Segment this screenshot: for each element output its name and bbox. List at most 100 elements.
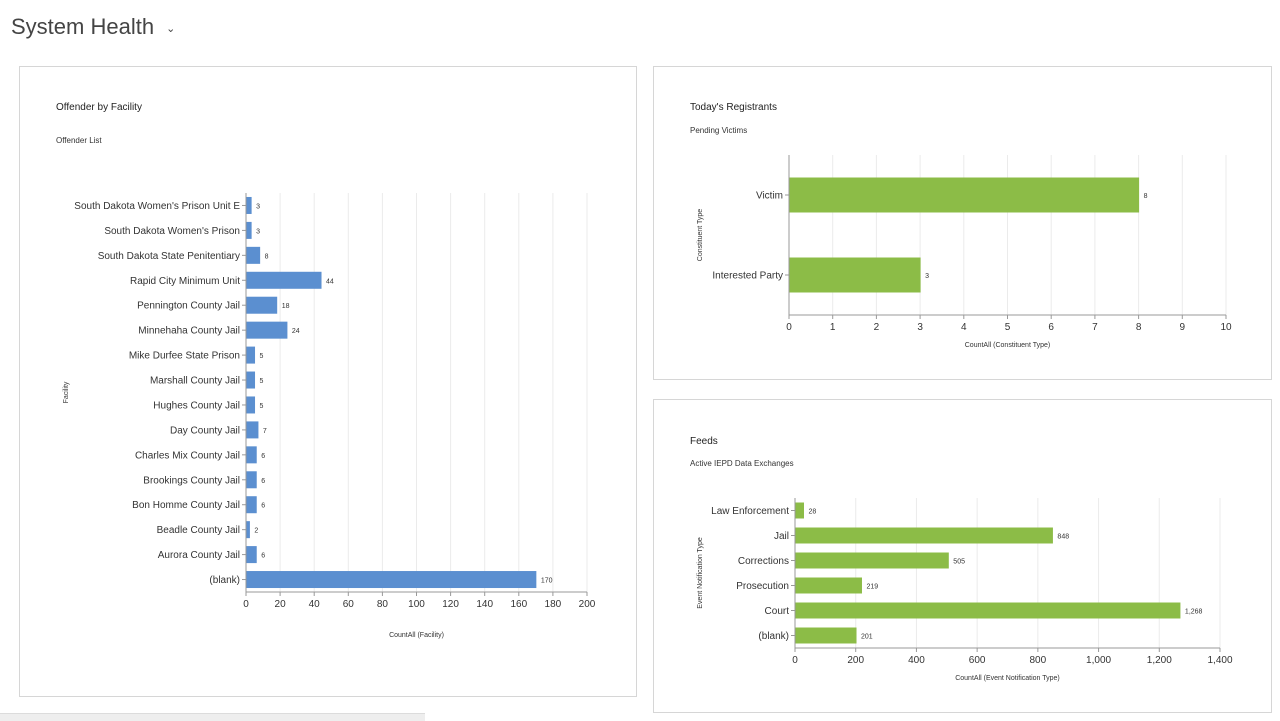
category-label: Pennington County Jail bbox=[137, 301, 240, 312]
chart-title: Today's Registrants bbox=[690, 102, 777, 113]
bar bbox=[246, 321, 288, 339]
bar bbox=[795, 602, 1181, 619]
bar bbox=[246, 296, 278, 314]
todays-registrants-chart[interactable]: 0 1 2 3 4 5 6 7 8 9 10 Victim 8 Interested Party 3 Coun… bbox=[654, 67, 1271, 379]
x-tick-label: 40 bbox=[309, 599, 321, 610]
x-tick-label: 120 bbox=[442, 599, 459, 610]
value-label: 6 bbox=[261, 478, 265, 485]
value-label: 5 bbox=[260, 403, 264, 410]
value-label: 44 bbox=[326, 278, 334, 285]
x-tick-label: 80 bbox=[377, 599, 389, 610]
x-tick-label: 400 bbox=[908, 655, 925, 666]
x-tick-label: 200 bbox=[579, 599, 596, 610]
x-tick-label: 8 bbox=[1136, 322, 1142, 333]
x-tick-label: 9 bbox=[1180, 322, 1186, 333]
chart-subtitle: Active IEPD Data Exchanges bbox=[690, 459, 794, 468]
x-tick-label: 10 bbox=[1220, 322, 1232, 333]
x-tick-label: 1,400 bbox=[1207, 655, 1232, 666]
bar bbox=[789, 257, 921, 293]
value-label: 505 bbox=[953, 559, 965, 566]
offender-by-facility-chart[interactable]: 0 20 40 60 80 100 120 140 160 180 200 South Dakota … bbox=[20, 67, 636, 696]
chart-title: Offender by Facility bbox=[56, 102, 142, 113]
bar bbox=[246, 371, 256, 389]
x-tick-label: 160 bbox=[510, 599, 527, 610]
value-label: 3 bbox=[256, 228, 260, 235]
bar bbox=[246, 521, 250, 539]
x-tick-label: 1 bbox=[830, 322, 836, 333]
value-label: 6 bbox=[261, 503, 265, 510]
bar bbox=[246, 396, 256, 414]
x-tick-label: 800 bbox=[1030, 655, 1047, 666]
category-label: Interested Party bbox=[712, 271, 783, 282]
category-label: Brookings County Jail bbox=[143, 475, 240, 486]
feeds-chart[interactable]: 0 200 400 600 800 1,000 1,200 1,400 Law Enforcem… bbox=[654, 400, 1271, 712]
x-tick-label: 600 bbox=[969, 655, 986, 666]
horizontal-scrollbar[interactable] bbox=[0, 713, 425, 721]
value-label: 219 bbox=[866, 584, 878, 591]
category-label: Prosecution bbox=[736, 581, 789, 592]
value-label: 2 bbox=[254, 528, 258, 535]
bar bbox=[246, 421, 259, 439]
bar bbox=[246, 346, 256, 364]
category-label: (blank) bbox=[209, 575, 240, 586]
category-label: Court bbox=[765, 606, 790, 617]
bar bbox=[246, 221, 252, 239]
x-tick-label: 100 bbox=[408, 599, 425, 610]
chart-subtitle: Offender List bbox=[56, 136, 102, 145]
bar bbox=[246, 271, 322, 289]
x-tick-label: 60 bbox=[343, 599, 355, 610]
x-tick-label: 4 bbox=[961, 322, 967, 333]
value-label: 6 bbox=[261, 553, 265, 560]
x-tick-label: 1,000 bbox=[1086, 655, 1111, 666]
page-title: System Health bbox=[11, 14, 155, 39]
value-label: 201 bbox=[861, 634, 873, 641]
x-tick-label: 200 bbox=[847, 655, 864, 666]
x-tick-label: 3 bbox=[917, 322, 923, 333]
chart-subtitle: Pending Victims bbox=[690, 126, 748, 135]
value-label: 1,268 bbox=[1185, 609, 1203, 616]
x-tick-label: 20 bbox=[275, 599, 287, 610]
category-label: Law Enforcement bbox=[711, 506, 789, 517]
bar bbox=[246, 496, 257, 514]
value-label: 28 bbox=[809, 509, 817, 516]
category-label: Hughes County Jail bbox=[153, 400, 240, 411]
offender-by-facility-panel: Offender by Facility Offender List 0 20 40… bbox=[19, 66, 637, 697]
category-label: South Dakota State Penitentiary bbox=[98, 251, 240, 262]
value-label: 24 bbox=[292, 328, 300, 335]
value-label: 5 bbox=[260, 378, 264, 385]
x-tick-label: 0 bbox=[243, 599, 249, 610]
bar bbox=[246, 571, 537, 589]
category-label: Jail bbox=[774, 531, 789, 542]
bar bbox=[795, 577, 862, 594]
category-label: Beadle County Jail bbox=[157, 525, 240, 536]
category-label: Aurora County Jail bbox=[158, 550, 240, 561]
todays-registrants-panel: Today's Registrants Pending Victims 0 1 2 3… bbox=[653, 66, 1272, 380]
bar bbox=[246, 446, 257, 464]
category-label: (blank) bbox=[758, 631, 789, 642]
page-title-dropdown[interactable]: System Health ⌄ bbox=[11, 14, 175, 40]
bar bbox=[789, 177, 1140, 213]
bar bbox=[246, 546, 257, 564]
x-tick-label: 140 bbox=[476, 599, 493, 610]
bar bbox=[246, 196, 252, 214]
x-tick-label: 6 bbox=[1048, 322, 1054, 333]
value-label: 8 bbox=[265, 253, 269, 260]
x-tick-label: 180 bbox=[545, 599, 562, 610]
category-label: Minnehaha County Jail bbox=[138, 326, 240, 337]
x-tick-label: 1,200 bbox=[1147, 655, 1172, 666]
x-tick-label: 2 bbox=[874, 322, 880, 333]
category-label: South Dakota Women's Prison Unit E bbox=[74, 201, 240, 212]
y-axis-title: Event Notification Type bbox=[697, 537, 704, 609]
value-label: 3 bbox=[925, 273, 929, 280]
x-tick-label: 7 bbox=[1092, 322, 1098, 333]
category-label: Mike Durfee State Prison bbox=[129, 351, 240, 362]
value-label: 7 bbox=[263, 428, 267, 435]
feeds-panel: Feeds Active IEPD Data Exchanges 0 200 400… bbox=[653, 399, 1272, 713]
value-label: 6 bbox=[261, 453, 265, 460]
category-label: Victim bbox=[756, 191, 783, 202]
bar bbox=[795, 527, 1053, 544]
category-label: Rapid City Minimum Unit bbox=[130, 276, 240, 287]
x-axis-title: CountAll (Event Notification Type) bbox=[955, 675, 1060, 682]
x-axis-title: CountAll (Facility) bbox=[389, 632, 444, 639]
category-label: Charles Mix County Jail bbox=[135, 450, 240, 461]
